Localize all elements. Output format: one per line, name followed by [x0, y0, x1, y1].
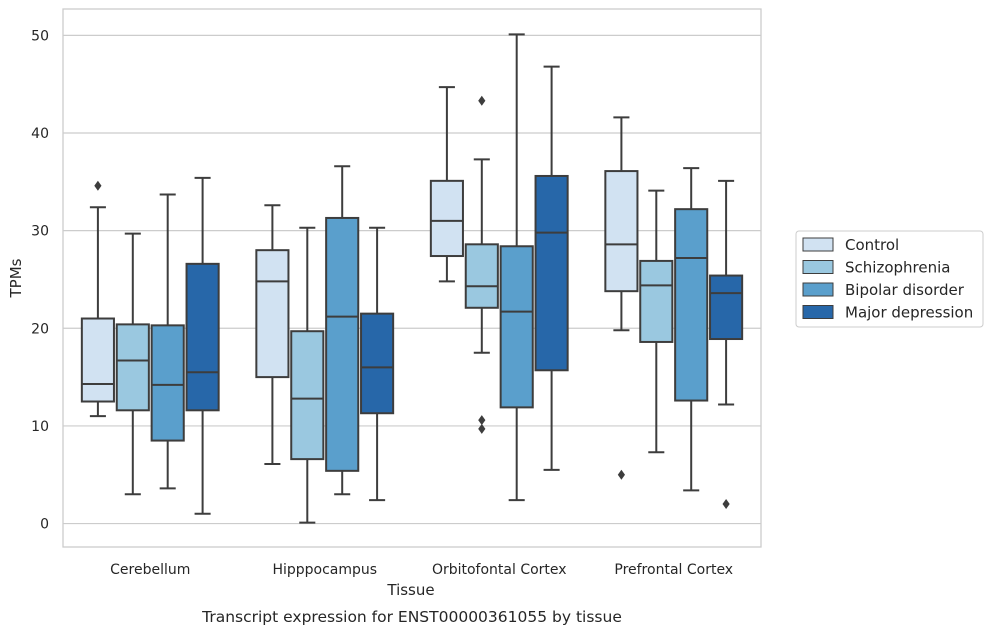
- box-iqr: [255, 249, 290, 379]
- plot-area-frame: [62, 8, 762, 548]
- box-iqr: [464, 243, 499, 309]
- box-iqr: [639, 259, 674, 343]
- y-tick-label: 40: [31, 126, 49, 142]
- x-axis-label: Tissue: [386, 581, 434, 599]
- box-iqr: [150, 324, 185, 442]
- box-whisker: [499, 33, 534, 502]
- x-tick-label: Cerebellum: [110, 562, 190, 578]
- box-whisker: [290, 226, 325, 524]
- box-whisker: [325, 165, 360, 496]
- box-iqr: [429, 179, 464, 258]
- x-axis-ticks: Cerebellum Hipppocampus Orbitofontal Corte…: [110, 562, 733, 578]
- y-tick-label: 30: [31, 224, 49, 240]
- box-whisker: [464, 95, 499, 434]
- box-whisker: [639, 189, 674, 454]
- y-tick-label: 10: [31, 419, 49, 435]
- boxes: [80, 33, 744, 524]
- y-axis-ticks: 0 10 20 30 40 50: [31, 28, 49, 532]
- legend-swatch: [802, 282, 834, 297]
- y-axis-label: TPMs: [7, 258, 25, 298]
- box-whisker: [604, 116, 639, 480]
- box-iqr: [499, 245, 534, 409]
- legend-label: Schizophrenia: [845, 259, 950, 277]
- box-whisker: [80, 180, 115, 418]
- chart-caption: Transcript expression for ENST0000036105…: [201, 608, 622, 626]
- y-tick-label: 0: [40, 517, 49, 533]
- box-whisker: [429, 86, 464, 283]
- box-iqr: [80, 317, 115, 403]
- y-tick-label: 20: [31, 321, 49, 337]
- legend-swatch: [802, 305, 834, 319]
- legend-swatch: [802, 237, 834, 252]
- legend-label: Major depression: [845, 304, 973, 322]
- outlier-point: [478, 95, 486, 106]
- legend-frame: [795, 230, 984, 328]
- x-tick-label: Orbitofontal Cortex: [432, 562, 567, 578]
- y-tick-label: 50: [31, 28, 49, 44]
- legend-swatch: [802, 260, 834, 274]
- box-whisker: [360, 226, 395, 502]
- outlier-point: [617, 469, 625, 480]
- outlier-point: [722, 499, 730, 510]
- box-iqr: [534, 174, 569, 372]
- box-whisker: [115, 232, 150, 496]
- box-iqr: [360, 312, 395, 415]
- box-whisker: [150, 193, 185, 490]
- box-iqr: [185, 262, 220, 412]
- box-whisker: [709, 179, 744, 510]
- x-tick-label: Hipppocampus: [272, 562, 377, 578]
- legend-label: Control: [845, 236, 899, 254]
- box-whisker: [534, 65, 569, 471]
- outlier-point: [478, 423, 486, 434]
- box-iqr: [325, 216, 360, 472]
- outlier-point: [94, 180, 102, 191]
- box-iqr: [115, 323, 150, 412]
- box-whisker: [255, 204, 290, 466]
- box-whisker: [674, 167, 709, 492]
- box-iqr: [674, 208, 709, 402]
- box-whisker: [185, 176, 220, 515]
- legend-label: Bipolar disorder: [845, 281, 965, 299]
- box-iqr: [604, 170, 639, 293]
- outlier-point: [478, 415, 486, 426]
- x-tick-label: Prefrontal Cortex: [614, 562, 733, 578]
- box-iqr: [709, 274, 744, 341]
- box-iqr: [290, 330, 325, 461]
- legend: Control Schizophrenia Bipolar disorder Majo…: [795, 230, 984, 328]
